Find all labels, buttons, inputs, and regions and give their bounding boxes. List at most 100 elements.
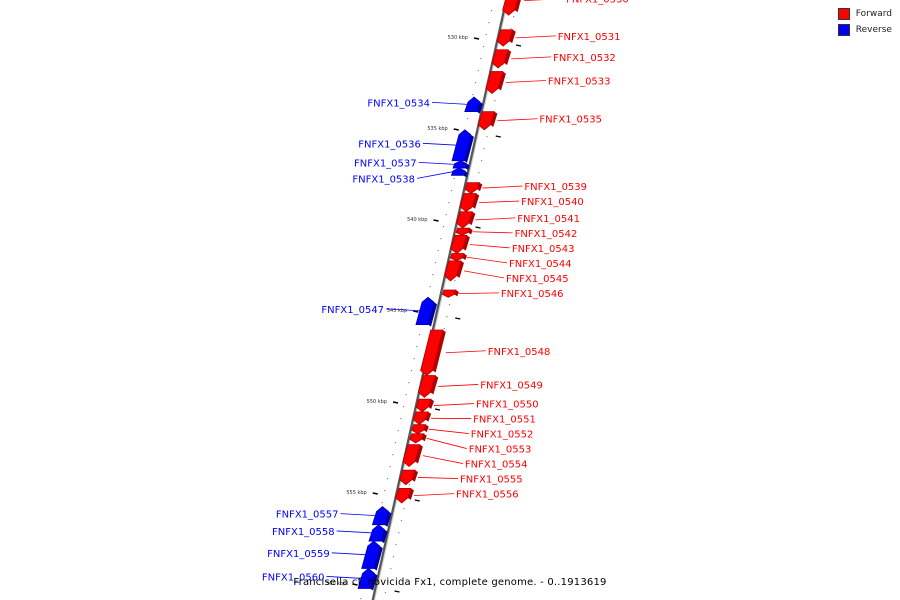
gene-arrow[interactable]: [456, 211, 473, 229]
gene-arrow-side: [472, 193, 480, 209]
gene-label[interactable]: FNFX1_0559: [267, 549, 330, 560]
gene-label-leader: [515, 35, 556, 39]
gene-arrow[interactable]: [464, 96, 481, 113]
gene-label[interactable]: FNFX1_0546: [501, 289, 564, 300]
gene-label[interactable]: FNFX1_0552: [471, 430, 534, 441]
minor-tick-left: [450, 190, 453, 192]
minor-tick-left: [389, 466, 391, 468]
gene-label[interactable]: FNFX1_0557: [276, 510, 339, 521]
gene-arrow[interactable]: [485, 71, 504, 94]
gene-arrow-side: [430, 375, 439, 395]
gene-arrow[interactable]: [444, 260, 462, 282]
gene-label[interactable]: FNFX1_0547: [321, 305, 384, 316]
gene-label[interactable]: FNFX1_0553: [469, 445, 532, 456]
gene-arrow[interactable]: [357, 567, 375, 589]
gene-label-leader: [426, 437, 467, 449]
minor-tick-right: [446, 316, 448, 318]
gene-arrow-side: [462, 235, 470, 251]
gene-arrow-side: [411, 470, 419, 482]
gene-arrow[interactable]: [368, 524, 386, 542]
legend-forward[interactable]: Forward: [837, 8, 892, 20]
gene-arrow[interactable]: [459, 193, 477, 213]
gene-arrow[interactable]: [449, 253, 465, 262]
gene-arrow[interactable]: [415, 296, 435, 325]
tick-label: 555 kbp: [346, 490, 366, 496]
gene-arrow-side: [462, 253, 468, 260]
gene-label[interactable]: FNFX1_0542: [515, 229, 578, 240]
gene-label-leader: [433, 403, 475, 406]
gene-label[interactable]: FNFX1_0534: [367, 98, 430, 109]
gene-label[interactable]: FNFX1_0545: [506, 274, 569, 285]
gene-arrow[interactable]: [464, 182, 480, 195]
gene-label[interactable]: FNFX1_0549: [480, 380, 543, 391]
gene-label[interactable]: FNFX1_0554: [465, 460, 528, 471]
gene-arrow[interactable]: [412, 411, 429, 426]
minor-tick-right: [513, 16, 515, 18]
gene-label[interactable]: FNFX1_0551: [473, 415, 536, 426]
gene-arrow[interactable]: [477, 111, 495, 131]
genome-backbone: [371, 0, 509, 600]
gene-arrow[interactable]: [361, 540, 381, 569]
gene-label-leader: [469, 244, 510, 249]
gene-arrow[interactable]: [420, 329, 444, 377]
gene-label[interactable]: FNFX1_0550: [476, 400, 539, 411]
gene-arrow[interactable]: [450, 167, 466, 176]
gene-arrow[interactable]: [411, 424, 427, 435]
gene-label-leader: [331, 552, 368, 556]
gene-arrow-side: [468, 211, 476, 226]
gene-arrow[interactable]: [496, 29, 514, 47]
gene-label[interactable]: FNFX1_0532: [553, 53, 616, 64]
gene-label[interactable]: FNFX1_0556: [456, 490, 519, 501]
gene-arrow[interactable]: [455, 227, 471, 236]
major-tick-right: [455, 317, 461, 320]
gene-arrow-side: [427, 302, 438, 327]
tick-label: 545 kbp: [387, 308, 407, 314]
gene-arrow[interactable]: [441, 289, 457, 298]
legend-reverse[interactable]: Reverse: [837, 24, 892, 36]
gene-label-leader: [475, 217, 516, 221]
gene-arrow[interactable]: [402, 444, 421, 468]
gene-label[interactable]: FNFX1_0544: [509, 259, 572, 270]
gene-arrow[interactable]: [399, 469, 416, 486]
tick-label: 535 kbp: [427, 126, 447, 132]
gene-label[interactable]: FNFX1_0543: [512, 244, 575, 255]
tick-label: 540 kbp: [407, 217, 427, 223]
gene-label[interactable]: FNFX1_0538: [352, 174, 415, 185]
gene-label[interactable]: FNFX1_0535: [539, 115, 602, 126]
gene-label-leader: [482, 185, 523, 189]
gene-arrow[interactable]: [409, 433, 425, 444]
gene-arrow-side: [456, 260, 464, 278]
forward-swatch-icon: [837, 8, 850, 20]
legend: Forward Reverse: [837, 8, 892, 40]
tick-label: 560 kbp: [326, 581, 346, 587]
gene-label[interactable]: FNFX1_0548: [488, 347, 551, 358]
gene-label[interactable]: FNFX1_0539: [524, 182, 587, 193]
gene-arrow[interactable]: [395, 487, 412, 504]
gene-label[interactable]: FNFX1_0560: [262, 572, 325, 583]
gene-arrow[interactable]: [415, 398, 432, 413]
gene-label[interactable]: FNFX1_0555: [460, 475, 523, 486]
gene-arrow[interactable]: [417, 375, 436, 398]
gene-label[interactable]: FNFX1_0541: [517, 214, 580, 225]
gene-label[interactable]: FNFX1_0530: [566, 0, 629, 6]
gene-label[interactable]: FNFX1_0536: [358, 139, 421, 150]
minor-tick-right: [390, 568, 392, 570]
gene-arrow[interactable]: [502, 0, 521, 16]
gene-labels: FNFX1_0530 FNFX1_0531 FNFX1_0532 FNFX1_0533…: [262, 0, 629, 583]
gene-label[interactable]: FNFX1_0537: [354, 158, 417, 169]
gene-arrow[interactable]: [491, 49, 509, 69]
gene-label[interactable]: FNFX1_0540: [521, 197, 584, 208]
gene-label-leader: [472, 231, 513, 234]
gene-arrow[interactable]: [450, 234, 468, 255]
gene-label[interactable]: FNFX1_0533: [548, 77, 611, 88]
gene-label[interactable]: FNFX1_0558: [272, 527, 335, 538]
minor-tick-left: [445, 214, 447, 216]
gene-label-leader: [524, 0, 545, 1]
major-tick-right: [414, 499, 420, 502]
gene-arrow[interactable]: [452, 160, 468, 169]
minor-tick-left: [477, 70, 479, 72]
gene-arrow-side: [423, 424, 429, 433]
minor-tick-left: [482, 46, 485, 48]
gene-label[interactable]: FNFX1_0531: [558, 32, 621, 43]
gene-arrow[interactable]: [451, 129, 472, 162]
